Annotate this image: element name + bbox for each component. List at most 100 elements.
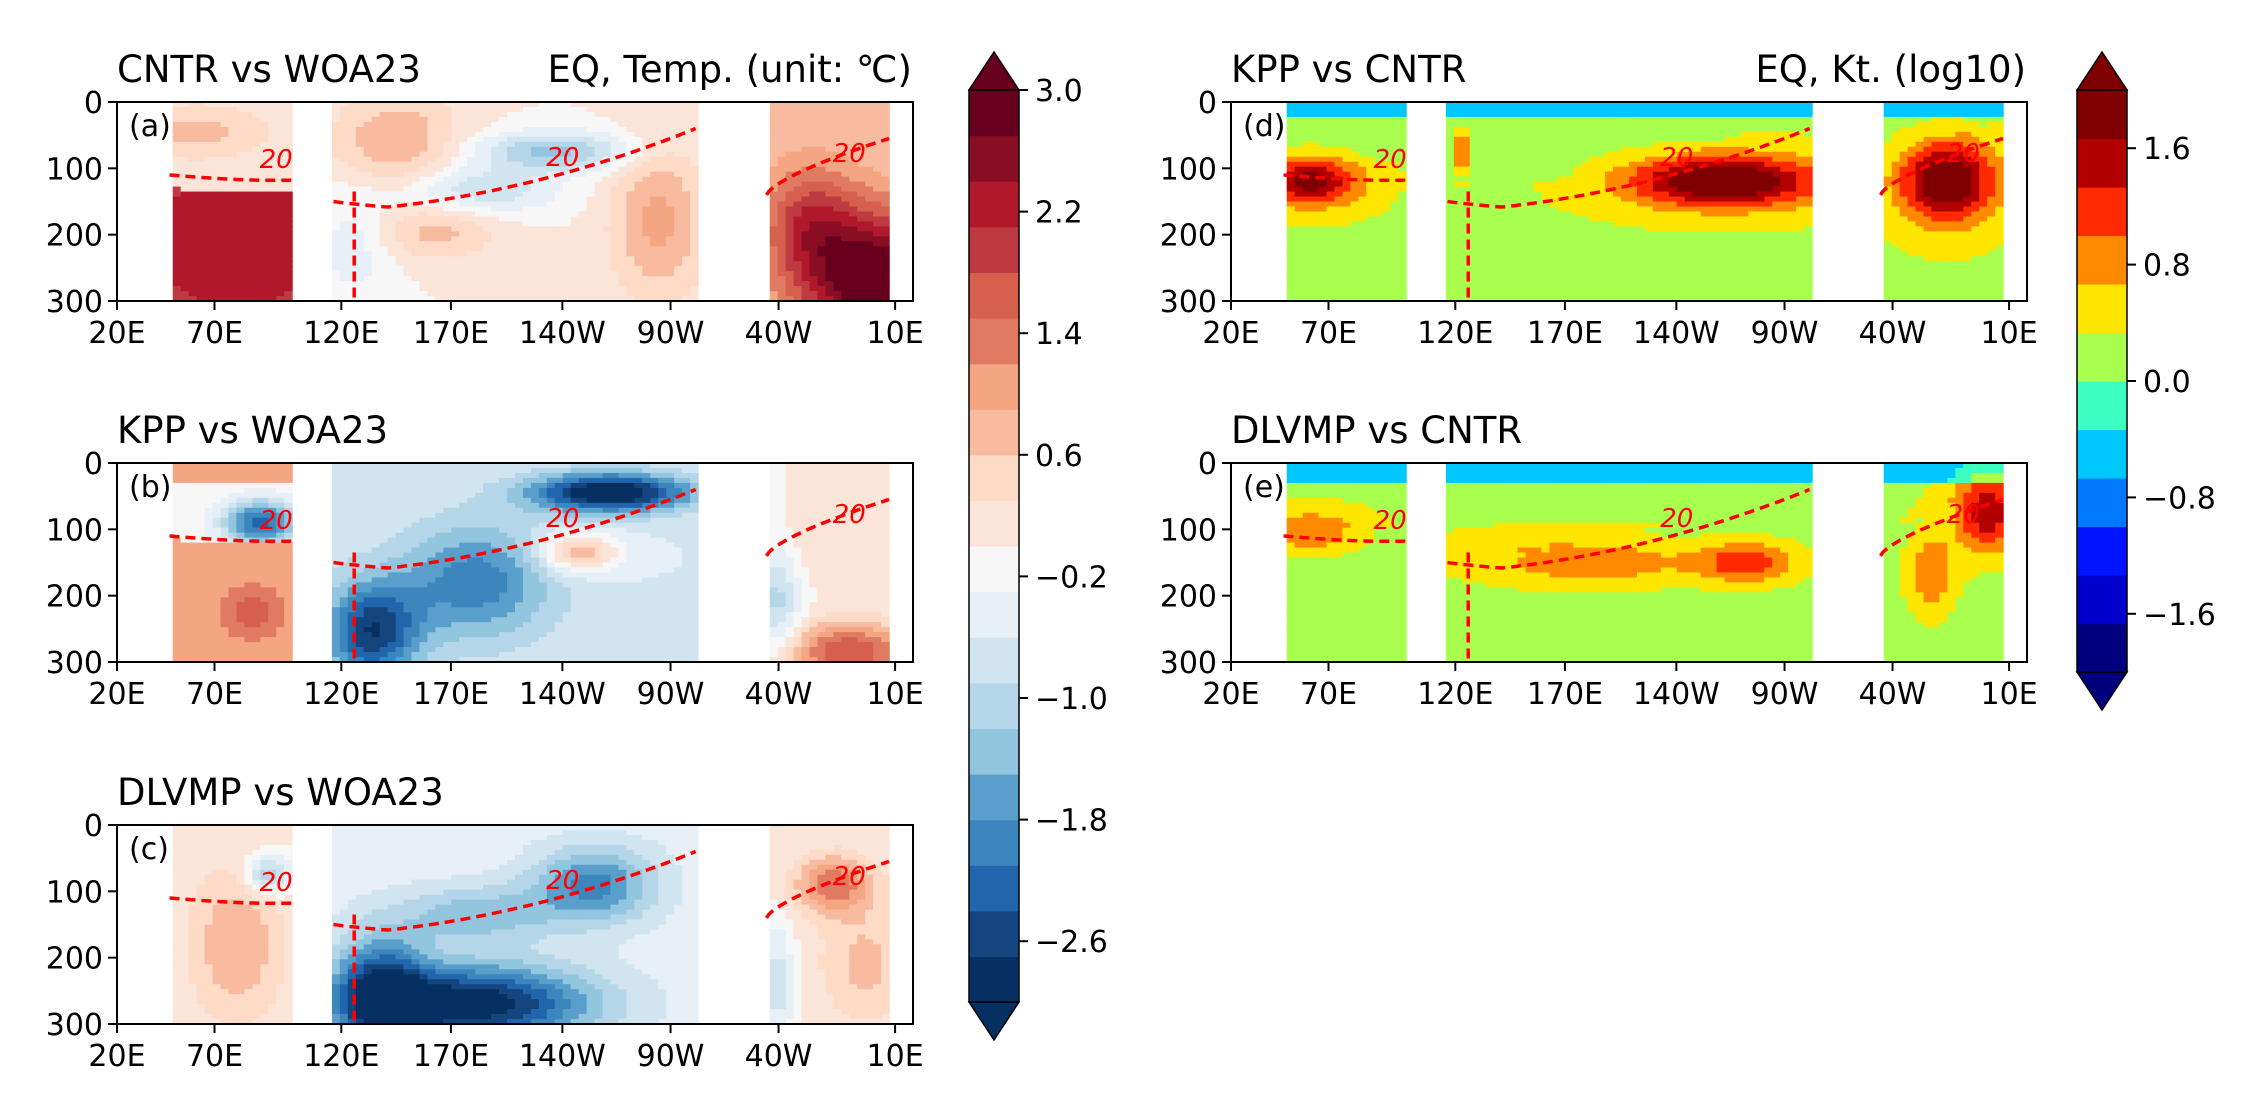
heatmap-cell — [841, 156, 850, 163]
heatmap-cell — [769, 131, 779, 138]
heatmap-cell — [793, 211, 803, 218]
heatmap-cell — [515, 181, 524, 188]
heatmap-cell — [220, 572, 230, 579]
heatmap-cell — [610, 191, 620, 198]
heatmap-cell — [276, 151, 285, 158]
heatmap-cell — [379, 492, 389, 499]
heatmap-cell — [507, 527, 516, 534]
heatmap-cell — [331, 512, 341, 519]
heatmap-cell — [451, 497, 460, 504]
heatmap-cell — [228, 186, 237, 193]
heatmap-cell — [204, 597, 214, 603]
heatmap-cell — [769, 191, 779, 198]
heatmap-cell — [284, 497, 293, 504]
heatmap-cell — [642, 211, 651, 218]
heatmap-cell — [220, 211, 230, 218]
heatmap-cell — [411, 572, 421, 579]
heatmap-cell — [690, 261, 699, 267]
heatmap-cell — [196, 647, 206, 653]
heatmap-cell — [268, 221, 277, 227]
heatmap-cell — [212, 296, 222, 301]
heatmap-cell — [578, 492, 588, 499]
heatmap-cell — [451, 652, 460, 658]
heatmap-cell — [809, 271, 819, 277]
heatmap-cell — [403, 467, 413, 474]
heatmap-cell — [658, 281, 667, 287]
heatmap-cell — [610, 261, 620, 267]
heatmap-cell — [451, 201, 460, 208]
heatmap-cell — [873, 131, 882, 138]
heatmap-cell — [188, 206, 198, 213]
heatmap-cell — [841, 241, 850, 247]
heatmap-cell — [196, 492, 206, 499]
heatmap-cell — [801, 211, 811, 218]
heatmap-cell — [554, 276, 564, 282]
heatmap-cell — [538, 171, 548, 178]
heatmap-cell — [180, 251, 190, 257]
heatmap-cell — [387, 487, 397, 494]
heatmap-cell — [546, 201, 556, 208]
heatmap-cell — [546, 617, 556, 623]
heatmap-cell — [212, 221, 222, 227]
heatmap-cell — [403, 587, 413, 593]
heatmap-cell — [602, 251, 612, 257]
heatmap-cell — [387, 562, 397, 569]
heatmap-cell — [793, 226, 803, 232]
heatmap-cell — [419, 291, 429, 297]
heatmap-cell — [188, 266, 198, 272]
heatmap-cell — [236, 246, 245, 252]
heatmap-cell — [865, 266, 874, 272]
heatmap-cell — [395, 572, 405, 579]
heatmap-cell — [777, 196, 787, 203]
heatmap-cell — [196, 146, 206, 153]
heatmap-cell — [507, 266, 516, 272]
heatmap-cell — [682, 216, 691, 222]
heatmap-cell — [188, 201, 198, 208]
heatmap-cell — [801, 131, 811, 138]
heatmap-cell — [252, 627, 261, 633]
heatmap-cell — [578, 507, 588, 514]
heatmap-cell — [793, 241, 803, 247]
heatmap-cell — [347, 251, 357, 257]
heatmap-cell — [483, 517, 492, 524]
heatmap-cell — [570, 156, 580, 163]
heatmap-cell — [188, 507, 198, 514]
heatmap-cell — [849, 141, 858, 148]
heatmap-cell — [578, 482, 588, 489]
heatmap-cell — [268, 286, 277, 292]
heatmap-cell — [610, 276, 620, 282]
heatmap-cell — [331, 517, 341, 524]
heatmap-cell — [252, 266, 261, 272]
heatmap-cell — [228, 156, 237, 163]
heatmap-cell — [538, 632, 548, 638]
heatmap-cell — [196, 572, 206, 579]
heatmap-cell — [507, 502, 516, 509]
heatmap-cell — [188, 497, 198, 504]
heatmap-cell — [443, 102, 452, 108]
heatmap-cell — [363, 502, 373, 509]
heatmap-cell — [451, 131, 460, 138]
heatmap-cell — [841, 231, 850, 237]
heatmap-cell — [769, 261, 779, 267]
heatmap-cell — [196, 186, 206, 193]
heatmap-cell — [507, 206, 516, 213]
heatmap-cell — [825, 291, 834, 297]
heatmap-cell — [777, 281, 787, 287]
heatmap-cell — [483, 512, 492, 519]
heatmap-cell — [507, 627, 516, 633]
heatmap-cell — [443, 171, 452, 178]
heatmap-cell — [260, 562, 269, 569]
heatmap-cell — [578, 527, 588, 534]
heatmap-cell — [562, 201, 572, 208]
heatmap-cell — [873, 181, 882, 188]
heatmap-cell — [857, 241, 866, 247]
heatmap-cell — [411, 527, 421, 534]
heatmap-cell — [172, 612, 182, 618]
heatmap-cell — [530, 111, 540, 118]
heatmap-cell — [475, 221, 484, 227]
heatmap-cell — [260, 216, 269, 222]
heatmap-cell — [276, 126, 285, 133]
heatmap-cell — [395, 136, 405, 143]
heatmap-cell — [546, 146, 556, 153]
heatmap-cell — [331, 136, 341, 143]
